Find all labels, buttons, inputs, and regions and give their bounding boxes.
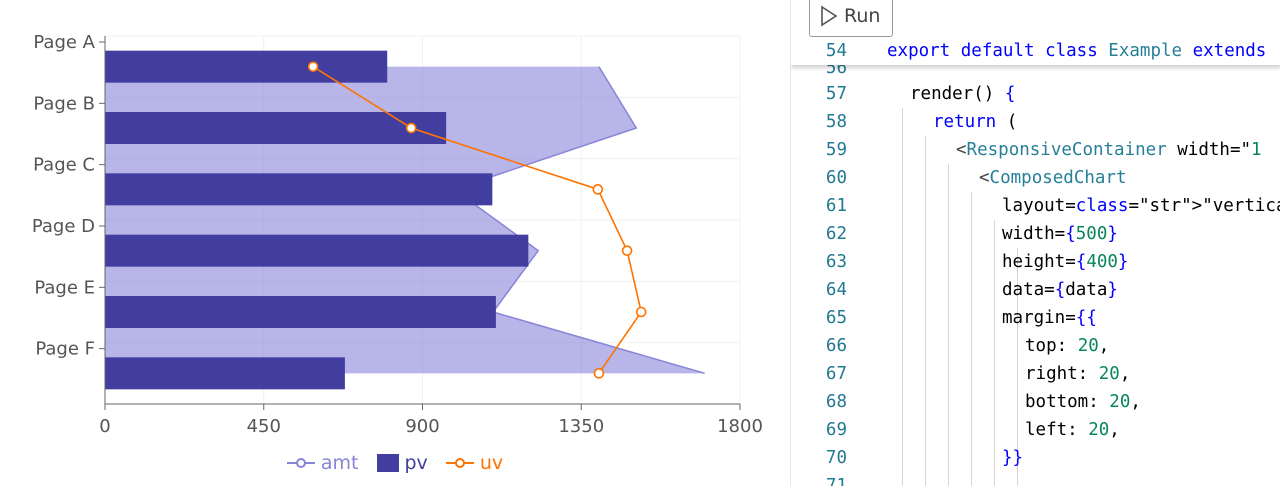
line-number: 61 [825, 196, 847, 216]
indent-guide [971, 192, 972, 486]
code-line-partial[interactable]: 71 [791, 472, 1280, 486]
line-number: 54 [825, 41, 847, 61]
line-number: 65 [825, 308, 847, 328]
legend-item-uv[interactable]: uv [445, 452, 504, 474]
line-number: 58 [825, 112, 847, 132]
line-number: 59 [825, 140, 847, 160]
x-tick-label: 1800 [717, 416, 763, 437]
indent-guide [902, 108, 903, 486]
line-number: 69 [825, 420, 847, 440]
code-line[interactable]: 60 <ComposedChart [791, 164, 1280, 192]
sticky-scroll-line[interactable]: 54 export default class Example extends [791, 37, 1280, 65]
code-line[interactable]: 64 data={data} [791, 276, 1280, 304]
code-text: <ResponsiveContainer width="1 [956, 140, 1262, 160]
line-number: 68 [825, 392, 847, 412]
code-line[interactable]: 58 return ( [791, 108, 1280, 136]
line-number: 63 [825, 252, 847, 272]
pv-bar [105, 173, 493, 206]
composed-chart: 0 450 900 1350 1800 Page A Page B Page C Page D P… [32, 32, 763, 437]
uv-line-point [635, 306, 647, 318]
amt-area-line [452, 66, 705, 375]
line-number: 67 [825, 364, 847, 384]
uv-line-point [621, 245, 633, 256]
code-text: data={data} [1002, 280, 1118, 300]
code-text: height={400} [1002, 252, 1129, 272]
code-line[interactable]: 65 margin={{ [791, 304, 1280, 332]
pv-bar [105, 234, 529, 267]
uv-line-path [312, 65, 643, 374]
indent-guide [925, 136, 926, 486]
legend-line-marker-icon [286, 458, 315, 468]
legend-item-amt[interactable]: amt [286, 452, 359, 474]
code-line[interactable]: 68 bottom: 20, [791, 388, 1280, 416]
chart-legend: amt pv uv [0, 452, 790, 474]
code-editor[interactable]: 56 57 render() {58 return (59 <ResponsiveCon… [790, 0, 1280, 486]
uv-line-point [405, 122, 417, 134]
run-button-label: Run [844, 5, 881, 27]
y-tick-label: Page D [32, 216, 95, 237]
line-number: 64 [825, 280, 847, 300]
code-line[interactable]: 67 right: 20, [791, 360, 1280, 388]
code-text: top: 20, [1025, 336, 1110, 356]
play-icon [821, 5, 838, 27]
y-tick-label: Page E [34, 277, 95, 298]
legend-label-amt: amt [320, 452, 359, 474]
code-line[interactable]: 59 <ResponsiveContainer width="1 [791, 136, 1280, 164]
code-line[interactable]: 62 width={500} [791, 220, 1280, 248]
line-number: 62 [825, 224, 847, 244]
code-text: layout=class="str">"vertical" [1002, 196, 1280, 216]
legend-square-marker-icon [376, 454, 399, 472]
line-number: 70 [825, 448, 847, 468]
run-button[interactable]: Run [809, 0, 894, 37]
code-text: }} [1002, 448, 1024, 468]
legend-item-pv[interactable]: pv [376, 452, 428, 474]
code-text: export default class Example extends [887, 41, 1267, 61]
line-number: 66 [825, 336, 847, 356]
code-line[interactable]: 57 render() { [791, 80, 1280, 108]
code-line[interactable]: 69 left: 20, [791, 416, 1280, 444]
code-line[interactable]: 70}} [791, 444, 1280, 472]
code-line[interactable]: 63 height={400} [791, 248, 1280, 276]
legend-label-pv: pv [404, 452, 428, 474]
code-text: render() { [910, 84, 1016, 104]
uv-line-series [307, 61, 647, 379]
y-tick-label: Page C [33, 155, 95, 176]
uv-line-point [592, 184, 604, 195]
line-number: 71 [825, 476, 847, 486]
legend-label-uv: uv [479, 452, 504, 474]
code-text: width={500} [1002, 224, 1118, 244]
code-text: right: 20, [1025, 364, 1131, 384]
code-line[interactable]: 66 top: 20, [791, 332, 1280, 360]
code-text: bottom: 20, [1025, 392, 1141, 412]
y-tick-label: Page F [35, 339, 95, 360]
uv-line-point [593, 368, 605, 379]
pv-bar [105, 50, 388, 83]
indent-guide [1017, 248, 1018, 486]
code-text: margin={{ [1002, 308, 1097, 328]
chart-panel: 0 450 900 1350 1800 Page A Page B Page C Page D P… [0, 32, 790, 474]
pv-bar [105, 357, 345, 390]
code-text: left: 20, [1025, 420, 1120, 440]
x-tick-label: 900 [405, 416, 439, 437]
code-area[interactable]: 56 57 render() {58 return (59 <ResponsiveCon… [791, 36, 1280, 486]
indent-guide [994, 220, 995, 486]
pv-bar [105, 296, 496, 328]
pv-bar [105, 112, 447, 144]
line-number: 57 [825, 84, 847, 104]
pv-bar-series [105, 50, 529, 390]
y-tick-label: Page B [33, 93, 95, 114]
line-number: 60 [825, 168, 847, 188]
uv-line-point [307, 61, 319, 72]
x-tick-label: 0 [99, 416, 110, 437]
legend-line-marker-icon [445, 458, 474, 468]
code-line[interactable]: 61 layout=class="str">"vertical" [791, 192, 1280, 220]
x-tick-label: 450 [247, 416, 281, 437]
code-text: <ComposedChart [979, 168, 1127, 188]
chart-axes: 0 450 900 1350 1800 Page A Page B Page C Page D P… [32, 32, 763, 437]
y-tick-label: Page A [33, 32, 95, 53]
indent-guide [948, 164, 949, 486]
x-tick-label: 1350 [558, 416, 604, 437]
code-text: return ( [933, 112, 1018, 132]
